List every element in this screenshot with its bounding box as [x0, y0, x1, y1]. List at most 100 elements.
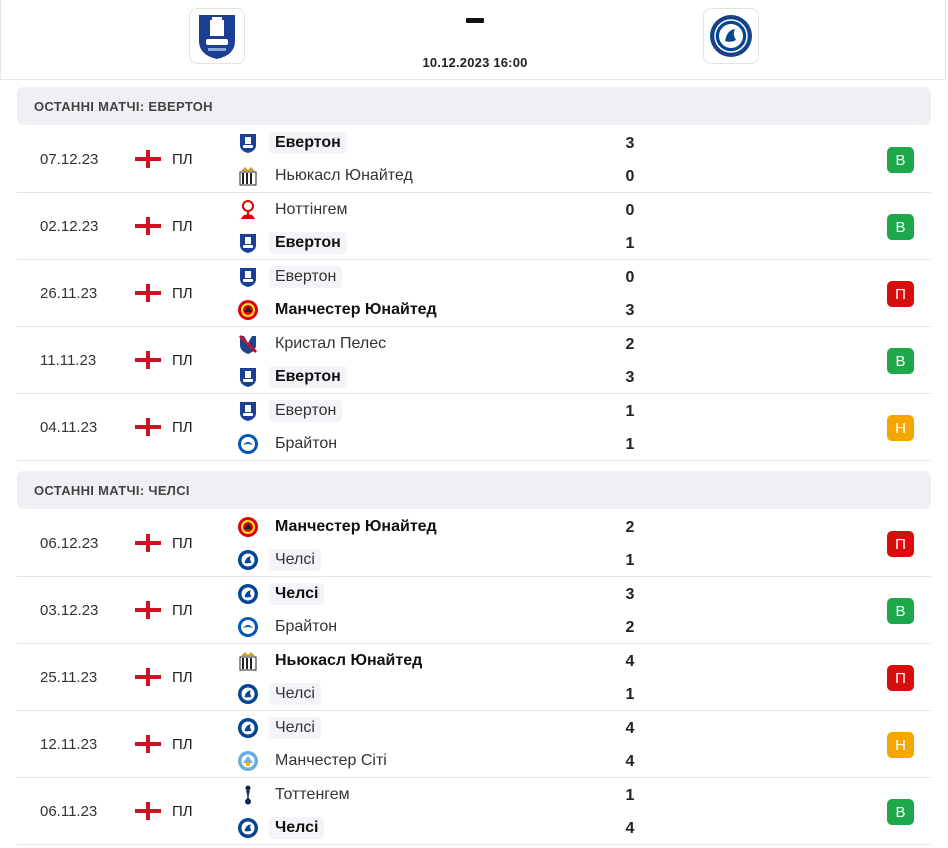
score-home: 0 [625, 202, 635, 219]
everton-icon [199, 15, 235, 59]
england-flag-icon [135, 802, 161, 820]
team-name[interactable]: Челсі [269, 683, 321, 705]
match-row[interactable]: 02.12.23 ПЛ Ноттінгем Евертон 0 1 В [17, 193, 931, 260]
match-row[interactable]: 12.11.23 ПЛ Челсі Манчестер Сіті 4 4 Н [17, 711, 931, 778]
home-team-crest[interactable] [189, 8, 245, 64]
competition-label: ПЛ [172, 669, 193, 686]
everton-icon [237, 366, 259, 388]
match-date: 07.12.23 [40, 151, 99, 168]
team-name[interactable]: Манчестер Юнайтед [275, 518, 437, 535]
england-flag-icon [135, 601, 161, 619]
team-name[interactable]: Ньюкасл Юнайтед [275, 167, 413, 184]
match-row[interactable]: 06.11.23 ПЛ Тоттенгем Челсі 1 4 В [17, 778, 931, 845]
team-away[interactable]: Челсі [237, 815, 325, 841]
team-name[interactable]: Ньюкасл Юнайтед [275, 652, 423, 669]
team-home[interactable]: Челсі [237, 715, 321, 741]
team-name[interactable]: Брайтон [275, 618, 338, 635]
match-date: 02.12.23 [40, 218, 99, 235]
match-date: 26.11.23 [40, 285, 98, 302]
team-name[interactable]: Челсі [269, 817, 325, 839]
result-badge: П [887, 281, 914, 307]
match-row[interactable]: 25.11.23 ПЛ Ньюкасл Юнайтед Челсі 4 1 П [17, 644, 931, 711]
everton-icon [237, 400, 259, 422]
team-name[interactable]: Манчестер Сіті [275, 752, 387, 769]
match-row[interactable]: 07.12.23 ПЛ Евертон Ньюкасл Юнайтед 3 0 … [17, 126, 931, 193]
team-name[interactable]: Манчестер Юнайтед [275, 301, 437, 318]
match-row[interactable]: 06.12.23 ПЛ Манчестер Юнайтед Челсі 2 1 … [17, 510, 931, 577]
team-away[interactable]: Брайтон [237, 614, 343, 640]
team-away[interactable]: Челсі [237, 681, 321, 707]
team-away[interactable]: Брайтон [237, 431, 343, 457]
result-badge: П [887, 531, 914, 557]
team-name[interactable]: Евертон [269, 132, 347, 154]
team-name[interactable]: Евертон [269, 400, 343, 422]
team-home[interactable]: Челсі [237, 581, 325, 607]
result-badge: В [887, 348, 914, 374]
team-home[interactable]: Ньюкасл Юнайтед [237, 648, 428, 674]
score-home: 4 [625, 653, 635, 670]
newcastle-icon [237, 650, 259, 672]
score-home: 2 [625, 336, 635, 353]
team-away[interactable]: Челсі [237, 547, 321, 573]
result-badge: В [887, 598, 914, 624]
match-row[interactable]: 04.11.23 ПЛ Евертон Брайтон 1 1 Н [17, 394, 931, 461]
team-name[interactable]: Евертон [269, 232, 347, 254]
match-row[interactable]: 26.11.23 ПЛ Евертон Манчестер Юнайтед 0 … [17, 260, 931, 327]
match-date: 12.11.23 [40, 736, 98, 753]
away-team-crest[interactable] [703, 8, 759, 64]
england-flag-icon [135, 284, 161, 302]
team-away[interactable]: Евертон [237, 230, 347, 256]
team-home[interactable]: Ноттінгем [237, 197, 354, 223]
match-date: 06.12.23 [40, 535, 99, 552]
chelsea-icon [237, 717, 259, 739]
score-away: 3 [625, 369, 635, 386]
team-away[interactable]: Евертон [237, 364, 347, 390]
score-away: 1 [625, 686, 635, 703]
competition-label: ПЛ [172, 419, 193, 436]
team-home[interactable]: Евертон [237, 130, 347, 156]
team-home[interactable]: Евертон [237, 398, 343, 424]
team-home[interactable]: Евертон [237, 264, 343, 290]
team-name[interactable]: Челсі [269, 549, 321, 571]
team-away[interactable]: Манчестер Юнайтед [237, 297, 443, 323]
competition-label: ПЛ [172, 151, 193, 168]
score-home: 1 [625, 403, 635, 420]
match-row[interactable]: 03.12.23 ПЛ Челсі Брайтон 3 2 В [17, 577, 931, 644]
team-name[interactable]: Евертон [269, 266, 343, 288]
chelsea-icon [237, 817, 259, 839]
score-away: 1 [625, 235, 635, 252]
match-row[interactable]: 11.11.23 ПЛ Кристал Пелес Евертон 2 3 В [17, 327, 931, 394]
competition-label: ПЛ [172, 736, 193, 753]
england-flag-icon [135, 668, 161, 686]
team-home[interactable]: Кристал Пелес [237, 331, 392, 357]
section-header: ОСТАННІ МАТЧІ: ЧЕЛСІ [17, 471, 931, 509]
score-home: 4 [625, 720, 635, 737]
score-home: 0 [625, 269, 635, 286]
england-flag-icon [135, 534, 161, 552]
match-date: 04.11.23 [40, 419, 98, 436]
mancity-icon [237, 750, 259, 772]
team-name[interactable]: Челсі [269, 583, 325, 605]
match-date: 25.11.23 [40, 669, 98, 686]
team-name[interactable]: Челсі [269, 717, 321, 739]
score-home: 2 [625, 519, 635, 536]
section-header: ОСТАННІ МАТЧІ: ЕВЕРТОН [17, 87, 931, 125]
england-flag-icon [135, 418, 161, 436]
team-name[interactable]: Ноттінгем [275, 201, 348, 218]
team-name[interactable]: Евертон [269, 366, 347, 388]
chelsea-icon [237, 683, 259, 705]
team-away[interactable]: Ньюкасл Юнайтед [237, 163, 419, 189]
team-home[interactable]: Тоттенгем [237, 782, 356, 808]
team-away[interactable]: Манчестер Сіті [237, 748, 393, 774]
england-flag-icon [135, 150, 161, 168]
score-away: 1 [625, 552, 635, 569]
result-badge: П [887, 665, 914, 691]
team-home[interactable]: Манчестер Юнайтед [237, 514, 443, 540]
everton-icon [237, 232, 259, 254]
team-name[interactable]: Брайтон [275, 435, 338, 452]
manutd-icon [237, 516, 259, 538]
team-name[interactable]: Тоттенгем [275, 786, 350, 803]
brighton-icon [237, 616, 259, 638]
england-flag-icon [135, 735, 161, 753]
team-name[interactable]: Кристал Пелес [275, 335, 387, 352]
